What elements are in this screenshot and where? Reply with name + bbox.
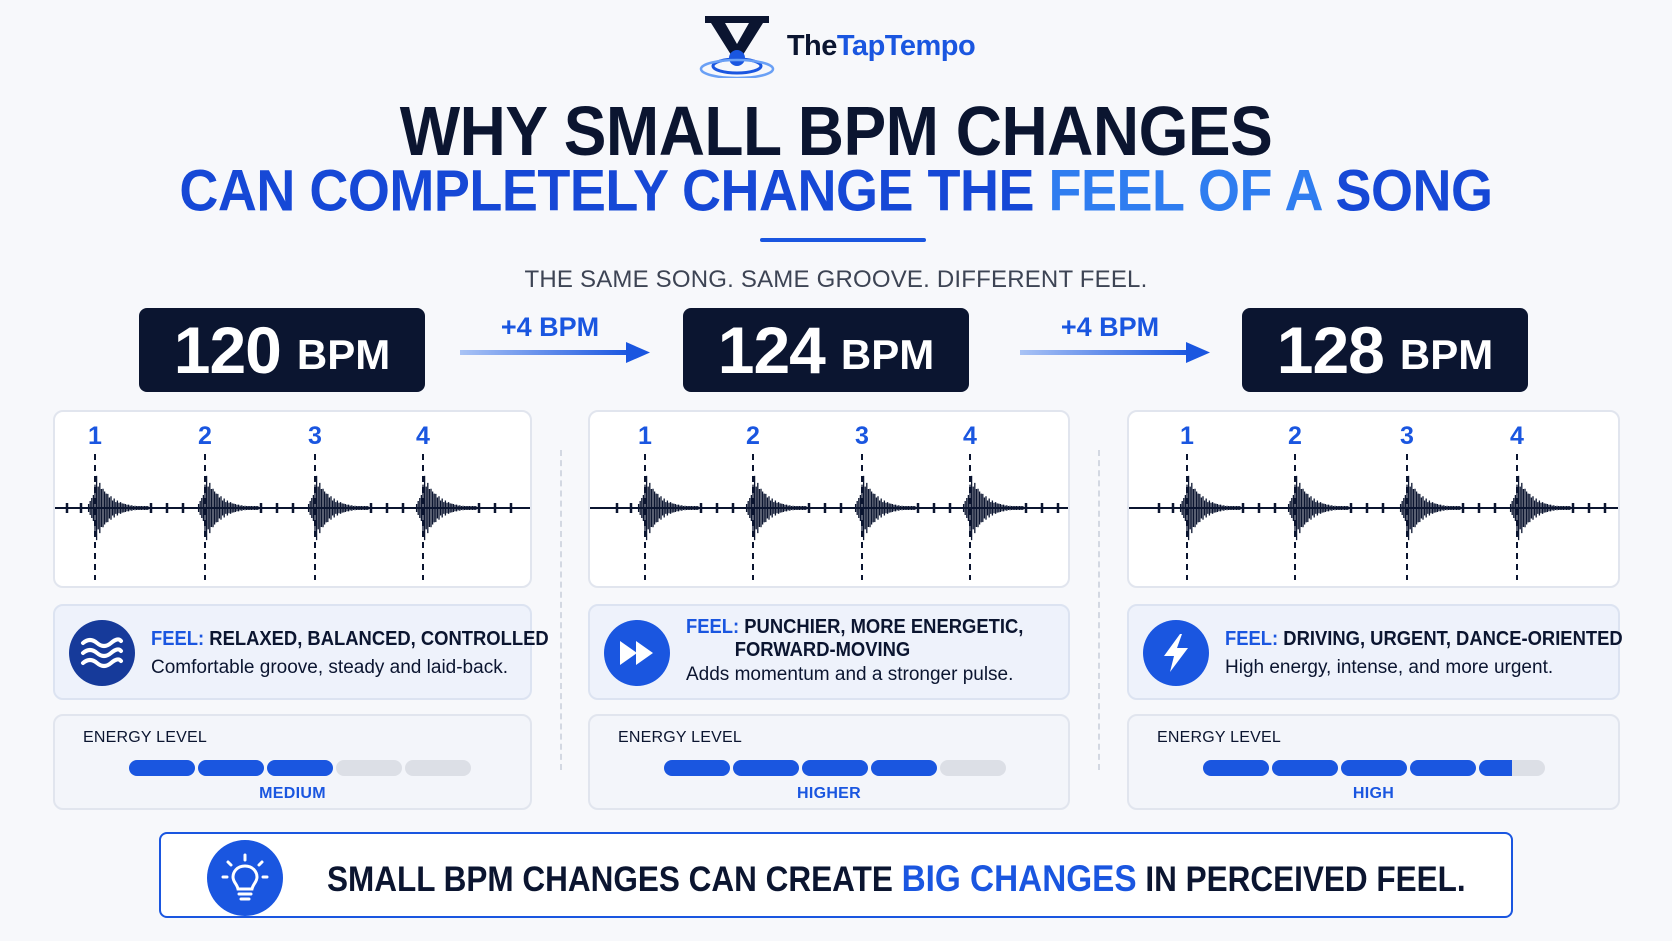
- beat-number: 1: [88, 422, 102, 450]
- waveform-burst: [1399, 475, 1461, 541]
- energy-meter: [664, 760, 1006, 776]
- waveform-burst: [307, 475, 369, 541]
- waveform-burst: [1509, 475, 1571, 541]
- energy-meter: [129, 760, 471, 776]
- arrow-right-icon: [1020, 342, 1210, 363]
- beat-number: 3: [855, 422, 869, 450]
- step-label: +4 BPM: [1060, 312, 1160, 342]
- tempo-value: 128: [1276, 313, 1385, 387]
- waves-icon: [69, 620, 135, 686]
- waveform-burst: [415, 475, 477, 541]
- lightbulb-icon: [207, 840, 283, 916]
- energy-segment: [405, 760, 471, 776]
- energy-title: ENERGY LEVEL: [1157, 729, 1281, 746]
- energy-card-128: ENERGY LEVEL HIGH: [1127, 714, 1620, 810]
- feel-heading: FEEL: DRIVING, URGENT, DANCE-ORIENTED: [1225, 628, 1623, 650]
- waveform-graphic: [590, 454, 1068, 580]
- tempo-value: 124: [717, 313, 826, 387]
- beat-number: 4: [1510, 422, 1524, 450]
- energy-segment: [871, 760, 937, 776]
- beat-number: 2: [1288, 422, 1302, 450]
- banner-text: SMALL BPM CHANGES CAN CREATE BIG CHANGES…: [327, 858, 1466, 899]
- column-divider: [560, 450, 562, 770]
- key-takeaway-banner: SMALL BPM CHANGES CAN CREATE BIG CHANGES…: [159, 832, 1513, 918]
- waveform-panel-128: 1 2 3 4: [1127, 410, 1620, 588]
- page-subtitle-heading: CAN COMPLETELY CHANGE THE FEEL OF A SONG: [179, 158, 1493, 224]
- energy-segment: [733, 760, 799, 776]
- feel-card-124: FEEL: PUNCHIER, MORE ENERGETIC, FORWARD-M…: [588, 604, 1070, 700]
- fast-forward-icon: [604, 620, 670, 686]
- tempo-step-2: +4 BPM: [1020, 306, 1210, 366]
- tempo-box-128: 128 BPM: [1242, 308, 1528, 392]
- step-label: +4 BPM: [500, 312, 600, 342]
- tempo-box-120: 120 BPM: [139, 308, 425, 392]
- energy-segment: [1272, 760, 1338, 776]
- beat-number: 1: [638, 422, 652, 450]
- tagline: THE SAME SONG. SAME GROOVE. DIFFERENT FE…: [524, 266, 1148, 293]
- beat-number: 2: [198, 422, 212, 450]
- waveform-burst: [745, 475, 807, 541]
- energy-segment: [1410, 760, 1476, 776]
- title-underline: [760, 238, 926, 242]
- energy-segment: [664, 760, 730, 776]
- energy-card-120: ENERGY LEVEL MEDIUM: [53, 714, 532, 810]
- waveform-burst: [87, 475, 149, 541]
- energy-card-124: ENERGY LEVEL HIGHER: [588, 714, 1070, 810]
- energy-segment: [129, 760, 195, 776]
- waveform-burst: [197, 475, 259, 541]
- beat-number: 2: [746, 422, 760, 450]
- waveform-panel-124: 1 2 3 4: [588, 410, 1070, 588]
- energy-meter: [1203, 760, 1545, 776]
- feel-heading: FEEL: PUNCHIER, MORE ENERGETIC, FORWARD-M…: [686, 616, 1024, 661]
- feel-heading: FEEL: RELAXED, BALANCED, CONTROLLED: [151, 628, 549, 650]
- waveform-burst: [962, 475, 1024, 541]
- energy-segment: [1203, 760, 1269, 776]
- beat-number: 1: [1180, 422, 1194, 450]
- beat-number: 4: [963, 422, 977, 450]
- waveform-panel-120: 1 2 3 4: [53, 410, 532, 588]
- page-title: WHY SMALL BPM CHANGES: [399, 92, 1273, 170]
- brand-name: TheTapTempo: [786, 29, 976, 62]
- energy-segment: [267, 760, 333, 776]
- tempo-step-1: +4 BPM: [460, 306, 650, 366]
- tap-tempo-logo-icon: [699, 16, 775, 78]
- waveform-burst: [1179, 475, 1241, 541]
- energy-title: ENERGY LEVEL: [83, 729, 207, 746]
- beat-number: 3: [1400, 422, 1414, 450]
- energy-segment: [802, 760, 868, 776]
- beat-number: 4: [416, 422, 430, 450]
- tempo-unit: BPM: [1399, 331, 1494, 378]
- waveform-burst: [1287, 475, 1349, 541]
- waveform-burst: [854, 475, 916, 541]
- feel-description: High energy, intense, and more urgent.: [1225, 657, 1554, 678]
- energy-level-label: MEDIUM: [259, 785, 326, 802]
- energy-segment: [1479, 760, 1545, 776]
- energy-segment: [198, 760, 264, 776]
- tempo-value: 120: [173, 313, 282, 387]
- energy-segment: [336, 760, 402, 776]
- waveform-graphic: [1129, 454, 1618, 580]
- energy-segment: [940, 760, 1006, 776]
- feel-description: Adds momentum and a stronger pulse.: [686, 664, 1014, 685]
- brand-logo: TheTapTempo: [0, 14, 1672, 78]
- lightning-icon: [1143, 620, 1209, 686]
- energy-level-label: HIGH: [1352, 785, 1395, 802]
- waveform-graphic: [55, 454, 530, 580]
- tempo-unit: BPM: [840, 331, 935, 378]
- column-divider: [1098, 450, 1100, 770]
- energy-segment: [1341, 760, 1407, 776]
- feel-card-128: FEEL: DRIVING, URGENT, DANCE-ORIENTED Hi…: [1127, 604, 1623, 700]
- energy-title: ENERGY LEVEL: [618, 729, 742, 746]
- tempo-unit: BPM: [296, 331, 391, 378]
- beat-number: 3: [308, 422, 322, 450]
- energy-level-label: HIGHER: [796, 785, 862, 802]
- arrow-right-icon: [460, 342, 650, 363]
- waveform-burst: [637, 475, 699, 541]
- tempo-box-124: 124 BPM: [683, 308, 969, 392]
- feel-card-120: FEEL: RELAXED, BALANCED, CONTROLLED Comf…: [53, 604, 549, 700]
- feel-description: Comfortable groove, steady and laid-back…: [151, 657, 508, 678]
